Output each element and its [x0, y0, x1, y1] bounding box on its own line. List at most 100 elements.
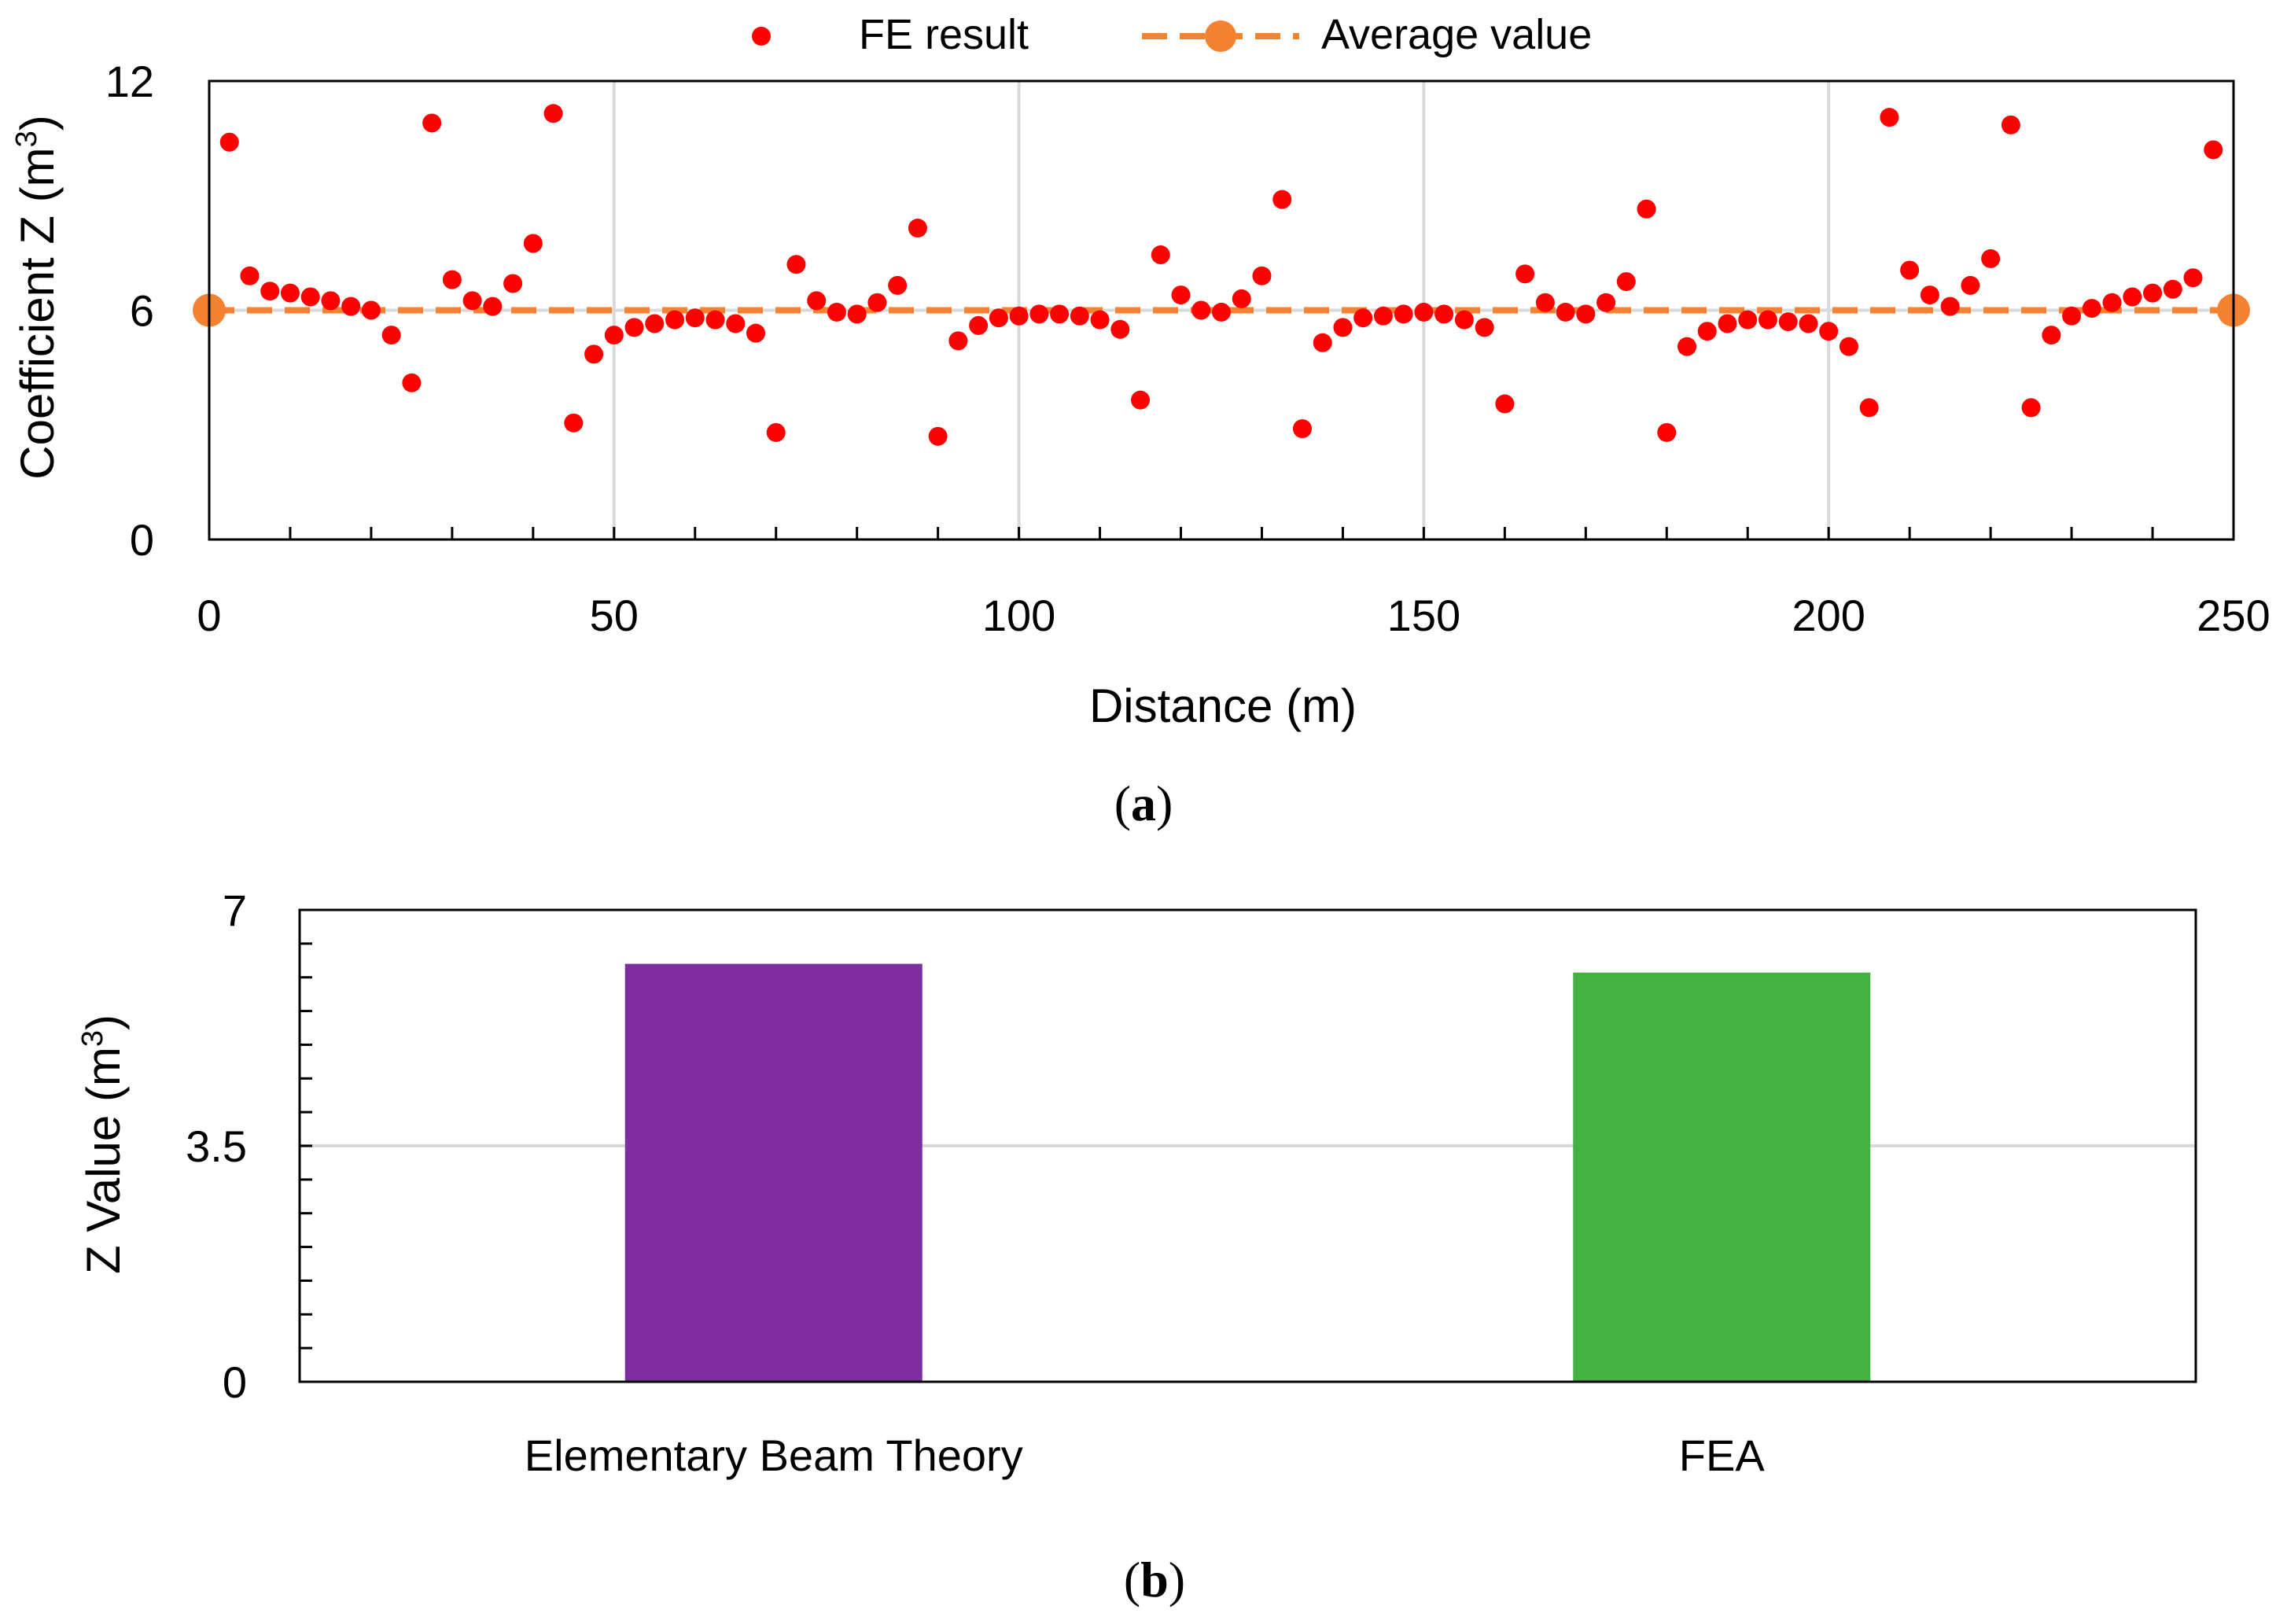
fe-result-point — [1029, 304, 1049, 324]
fe-result-point — [908, 219, 927, 238]
fe-result-point — [2021, 398, 2041, 418]
fe-result-point — [1333, 318, 1353, 337]
panel-a-label: (a) — [1114, 775, 1173, 831]
panel-a-scatter-chart: 0 50 100 150 200 250 0 6 12 FE result Average va… — [10, 11, 2270, 831]
fe-result-point — [462, 291, 482, 311]
fe-result-point — [1394, 304, 1413, 324]
fe-result-point — [321, 291, 341, 311]
fe-result-point — [361, 300, 381, 320]
fe-result-point — [1678, 337, 1697, 356]
fe-result-point — [2102, 293, 2122, 312]
fe-result-point — [746, 323, 765, 343]
panel-b-label: (b) — [1124, 1552, 1185, 1607]
fe-result-point — [442, 270, 462, 289]
fe-result-point — [1839, 337, 1858, 356]
fe-result-point — [1110, 319, 1130, 339]
legend-average-label: Average value — [1321, 11, 1592, 58]
fe-result-point — [2001, 115, 2020, 134]
fe-result-point — [827, 302, 846, 322]
fe-result-point — [402, 373, 422, 392]
fe-result-point — [1495, 394, 1515, 414]
fe-result-point — [786, 255, 806, 274]
fe-result-point — [1373, 306, 1393, 326]
fe-result-point — [1859, 398, 1879, 418]
fe-result-point — [1535, 293, 1555, 312]
panel-a-x-axis-title: Distance (m) — [1089, 679, 1357, 732]
fe-result-point — [1657, 422, 1677, 442]
fe-result-point — [1090, 310, 1110, 330]
panel-a-y-axis-title: Coefficient Z (m3) — [10, 115, 64, 479]
fe-result-point — [1718, 314, 1737, 333]
fe-result-point — [1758, 310, 1777, 330]
fe-result-point — [280, 283, 300, 303]
fe-result-point — [2183, 268, 2203, 288]
legend-average-marker — [1205, 20, 1236, 52]
fe-result-point — [503, 274, 523, 293]
fe-result-point — [1252, 266, 1272, 285]
fe-result-point — [807, 291, 827, 311]
fe-result-point — [523, 234, 543, 253]
fe-result-point — [543, 104, 563, 123]
fe-result-point — [240, 266, 260, 285]
fe-result-point — [2163, 279, 2182, 299]
fe-result-point — [989, 308, 1008, 328]
fe-result-point — [1596, 293, 1616, 312]
fe-result-point — [1292, 419, 1312, 439]
fe-result-point — [1070, 306, 1089, 326]
panel-a-y-tick-label: 0 — [130, 515, 154, 565]
panel-a-y-tick-label: 12 — [105, 57, 154, 106]
panel-a-x-tick-label: 200 — [1792, 591, 1865, 640]
fe-result-point — [2204, 140, 2223, 160]
legend-fe-result-label: FE result — [859, 11, 1029, 58]
fe-result-point — [1799, 314, 1818, 333]
panel-a-x-tick-label: 0 — [197, 591, 221, 640]
fe-result-point — [1475, 318, 1494, 337]
fe-result-point — [1272, 190, 1292, 209]
fe-result-point — [483, 296, 503, 316]
fe-result-point — [888, 275, 908, 295]
panel-a-x-tick-label: 50 — [590, 591, 639, 640]
fe-result-point — [1819, 322, 1839, 341]
fe-result-series — [219, 104, 2223, 446]
fe-result-point — [948, 331, 968, 351]
fe-result-point — [1778, 312, 1798, 332]
fe-result-point — [1880, 108, 1899, 127]
fe-result-point — [1353, 308, 1373, 328]
panel-a-x-tick-label: 150 — [1387, 591, 1460, 640]
panel-a-axis-ticks: 0 50 100 150 200 250 0 6 12 — [105, 57, 2270, 640]
fe-result-point — [1212, 302, 1231, 322]
fe-result-point — [1414, 302, 1434, 322]
fe-result-point — [1556, 302, 1575, 322]
fe-result-point — [1151, 245, 1170, 265]
fe-result-point — [219, 132, 239, 152]
panel-b-bar — [624, 963, 923, 1382]
fe-result-point — [1576, 304, 1596, 324]
fe-result-point — [847, 304, 867, 324]
fe-result-point — [1515, 264, 1535, 284]
panel-a-y-tick-label: 6 — [130, 286, 154, 336]
fe-result-point — [2143, 283, 2163, 303]
fe-result-point — [928, 426, 948, 446]
fe-result-point — [867, 293, 887, 312]
panel-b-y-tick-label: 3.5 — [186, 1121, 247, 1171]
fe-result-point — [1009, 306, 1029, 326]
fe-result-point — [1131, 390, 1151, 410]
fe-result-point — [1050, 304, 1070, 324]
fe-result-point — [1191, 300, 1211, 320]
panel-b-category-label: FEA — [1679, 1431, 1766, 1480]
fe-result-point — [1637, 199, 1656, 219]
fe-result-point — [645, 314, 665, 333]
fe-result-point — [341, 296, 361, 316]
fe-result-point — [1434, 304, 1454, 324]
fe-result-point — [1171, 285, 1191, 305]
panel-a-x-tick-label: 250 — [2197, 591, 2270, 640]
panel-a-x-tick-label: 100 — [982, 591, 1055, 640]
fe-result-point — [665, 310, 685, 330]
fe-result-point — [604, 326, 624, 345]
panel-a-plot-frame — [208, 79, 2235, 541]
fe-result-point — [1961, 275, 1980, 295]
fe-result-point — [2042, 326, 2061, 345]
fe-result-point — [260, 282, 280, 301]
fe-result-point — [705, 310, 725, 330]
